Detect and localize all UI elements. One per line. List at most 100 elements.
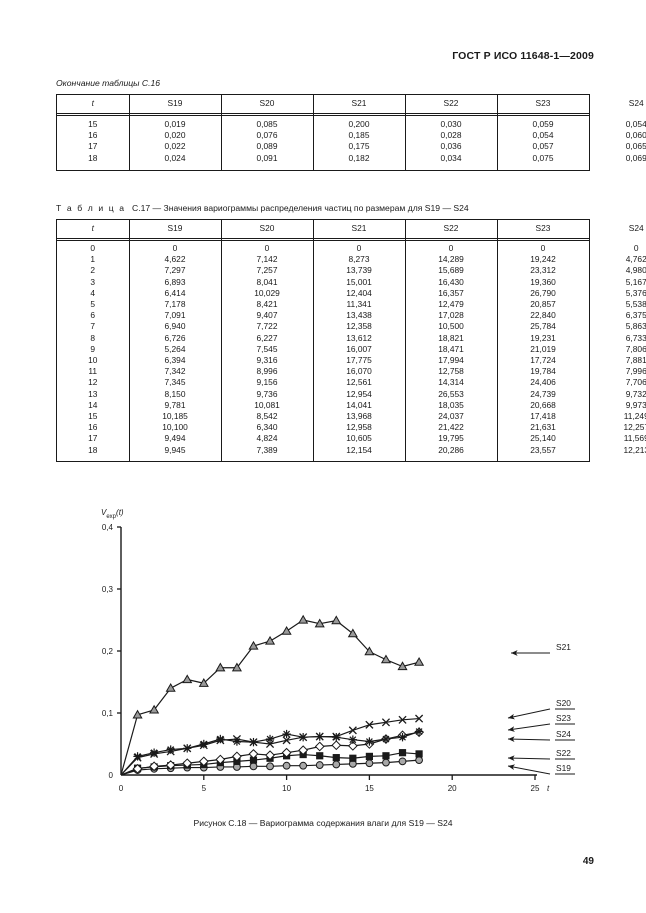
table-c17-caption-rest: С.17 — Значения вариограммы распределени…: [131, 203, 469, 213]
cell-value: 0: [496, 238, 589, 255]
cell-value: 18,821: [404, 332, 497, 344]
table-row: 13 8,150 9,736 12,954 26,553 24,739 9,732: [57, 388, 646, 400]
marker-triangle: [149, 704, 160, 714]
cell-value: 11,341: [312, 299, 405, 311]
cell-value: 7,342: [128, 366, 221, 378]
cell-value: 8,150: [128, 388, 221, 400]
marker-diamond: [281, 747, 292, 758]
marker-circle: [415, 756, 423, 765]
table-row: 9 5,264 7,545 16,007 18,471 21,019 7,806: [57, 343, 646, 356]
marker-diamond: [314, 741, 325, 752]
cell-value: 20,286: [404, 444, 497, 461]
marker-triangle: [264, 635, 276, 645]
table-header-rule-second: [57, 240, 589, 242]
annotation-arrow-s20: [507, 708, 551, 720]
y-axis-title-arg: (t): [116, 508, 124, 517]
table-row: 7 6,940 7,722 12,358 10,500 25,784 5,863: [57, 321, 646, 333]
table-grid: t S19 S20 S21 S22 S23 S24 0 0 0 0 0 0 0 1 4,622 7,142 8,2…: [57, 220, 646, 461]
cell-value: 9,973: [588, 399, 646, 412]
annotation-label-s23: S23: [556, 713, 571, 723]
cell-value: 23,557: [496, 444, 589, 461]
cell-t: 12: [88, 377, 98, 388]
x-tick-label-0: 0: [119, 784, 124, 793]
cell-value: 7,297: [128, 265, 221, 277]
cell-value: 0,054: [496, 130, 589, 142]
cell-t: 18: [88, 152, 98, 163]
cell-value: 10,500: [404, 321, 497, 333]
cell-value: 12,358: [312, 321, 405, 333]
y-axis-title-v: V: [101, 508, 107, 517]
marker-ast-d: [266, 735, 274, 743]
table-row: 15 0,019 0,085 0,200 0,030 0,059 0,054: [57, 113, 646, 131]
cell-value: 9,316: [220, 355, 313, 367]
table-c16-caption: Окончание таблицы С.16: [56, 78, 161, 88]
annotation-label-s21: S21: [556, 642, 571, 652]
cell-t: 11: [88, 366, 98, 377]
cell-value: 17,418: [496, 411, 589, 423]
cell-t: 2: [90, 265, 96, 276]
cell-value: 0,020: [128, 130, 221, 142]
marker-circle: [382, 758, 390, 767]
cell-value: 24,406: [496, 377, 589, 389]
marker-x-b: [381, 718, 391, 727]
cell-value: 15,689: [404, 265, 497, 277]
column-header-s21: S21: [312, 95, 405, 113]
table-header-rule: [57, 238, 589, 240]
cell-value: 13,612: [312, 332, 405, 344]
cell-value: 12,758: [404, 366, 497, 378]
marker-circle: [299, 761, 308, 770]
table-row: 12 7,345 9,156 12,561 14,314 24,406 7,706: [57, 377, 646, 389]
y-tick-label-0: 0: [109, 771, 114, 780]
x-axis-title: t: [547, 784, 550, 793]
cell-value: 6,940: [128, 321, 221, 333]
cell-value: 14,041: [312, 399, 405, 412]
cell-value: 6,726: [128, 332, 221, 344]
marker-triangle: [347, 628, 358, 638]
cell-value: 0,065: [588, 141, 646, 153]
cell-t: 14: [88, 399, 98, 410]
marker-triangle: [281, 625, 292, 635]
table-header-rule: [57, 113, 589, 115]
figure-c18-chart: 0 0,1 0,2 0,3 0,4 0 5 10 15 20 25 Vexp(t) t S21 S20 S23…: [56, 490, 590, 810]
cell-value: 0: [312, 238, 405, 255]
cell-value: 5,264: [128, 343, 221, 356]
cell-value: 9,156: [220, 377, 313, 389]
annotation-s24: [507, 736, 551, 743]
marker-x-b: [398, 715, 407, 724]
cell-value: 6,414: [128, 287, 221, 300]
series-s21: [120, 614, 425, 776]
marker-square: [398, 749, 407, 757]
marker-triangle: [132, 709, 143, 719]
cell-t: 15: [88, 411, 98, 422]
marker-diamond: [232, 751, 242, 762]
cell-value: 0,060: [588, 130, 646, 142]
annotation-arrow-s23: [507, 723, 551, 732]
table-row: 18 0,024 0,091 0,182 0,034 0,075 0,069: [57, 152, 646, 170]
cell-value: 19,360: [496, 276, 589, 288]
marker-circle: [266, 762, 274, 771]
marker-x-b: [282, 736, 291, 745]
marker-diamond: [248, 749, 259, 759]
annotation-s20: [507, 708, 551, 720]
cell-value: 12,561: [312, 377, 405, 389]
cell-value: 12,479: [404, 299, 497, 311]
cell-value: 11,249: [588, 411, 646, 423]
marker-diamond: [331, 740, 342, 751]
cell-t: 4: [90, 287, 96, 298]
marker-x-b: [183, 744, 192, 753]
cell-value: 0: [588, 238, 646, 255]
annotation-arrow-s19: [507, 764, 551, 775]
marker-x-b: [150, 749, 159, 758]
marker-circle: [365, 759, 374, 768]
cell-t: 6: [90, 310, 96, 321]
cell-value: 6,733: [588, 332, 646, 344]
cell-t: 10: [88, 355, 98, 366]
marker-x-b: [249, 738, 258, 747]
column-header-s19: S19: [128, 220, 221, 238]
x-tick-label-5: 25: [531, 784, 540, 793]
cell-value: 16,430: [404, 276, 497, 288]
cell-value: 0,069: [588, 152, 646, 170]
cell-value: 16,070: [312, 366, 405, 378]
cell-value: 0,200: [312, 113, 405, 131]
annotation-s22: [507, 755, 551, 762]
